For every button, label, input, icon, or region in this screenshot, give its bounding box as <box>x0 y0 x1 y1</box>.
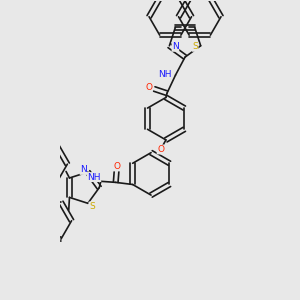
Text: S: S <box>192 42 198 51</box>
Text: O: O <box>113 162 120 171</box>
Text: O: O <box>157 145 164 154</box>
Text: N: N <box>172 42 179 51</box>
Text: NH: NH <box>87 172 101 182</box>
Text: S: S <box>89 202 95 211</box>
Text: O: O <box>145 83 152 92</box>
Text: NH: NH <box>158 70 171 79</box>
Text: N: N <box>80 165 87 174</box>
